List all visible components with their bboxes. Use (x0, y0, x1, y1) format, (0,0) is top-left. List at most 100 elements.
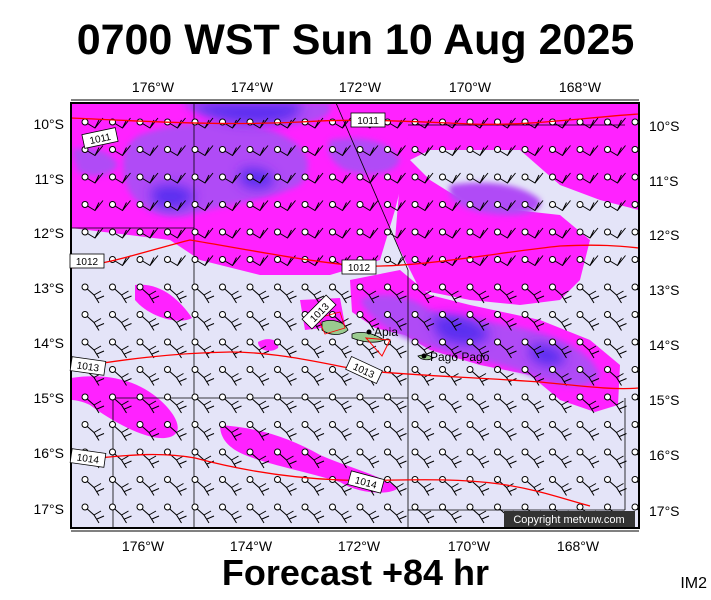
image-tag: IM2 (680, 575, 707, 592)
wind-barb (112, 145, 131, 157)
wind-barb (139, 145, 159, 157)
lat-label: 14°S (33, 335, 64, 351)
wind-barb (498, 535, 517, 551)
wind-barb (167, 117, 186, 129)
wind-barb (112, 369, 132, 386)
wind-station-dot (246, 366, 254, 373)
wind-barb (112, 479, 132, 496)
wind-barb (194, 286, 215, 304)
lat-label: 10°S (649, 118, 680, 134)
wind-barb (112, 172, 131, 184)
wind-barb (469, 286, 490, 304)
wind-barb (139, 369, 160, 386)
wind-station-dot (439, 338, 446, 346)
wind-station-dot (439, 421, 446, 428)
wind-station-dot (109, 393, 116, 401)
lat-label: 12°S (33, 225, 64, 241)
wind-station-dot (521, 503, 529, 511)
wind-station-dot (246, 283, 254, 291)
wind-station-dot (274, 448, 281, 456)
wind-station-dot (549, 476, 556, 483)
wind-barb (84, 479, 105, 496)
lat-label: 12°S (649, 227, 680, 243)
wind-station-dot (384, 421, 391, 428)
wind-barb (112, 451, 132, 469)
wind-barb (442, 314, 462, 331)
wind-barb (359, 451, 380, 469)
wind-station-dot (384, 503, 391, 511)
wind-station-dot (329, 366, 336, 373)
wind-barb (552, 396, 572, 414)
lon-labels-bottom: 176°W 174°W 172°W 170°W 168°W (122, 538, 600, 554)
wind-barb (277, 255, 296, 267)
wind-barb (552, 255, 571, 267)
wind-station-dot (521, 118, 529, 126)
wind-barb (249, 369, 270, 386)
wind-station-dot (109, 283, 116, 291)
wind-barb (359, 506, 380, 524)
wind-barb (84, 314, 105, 331)
wind-station-dot (329, 393, 336, 401)
wind-station-dot (329, 421, 336, 428)
wind-station-dot (81, 476, 89, 483)
wind-barb (524, 424, 545, 441)
wind-barb (414, 396, 435, 414)
wind-station-dot (301, 366, 309, 373)
wind-barb (277, 172, 296, 184)
wind-station-dot (576, 393, 584, 401)
wind-barb (579, 369, 600, 386)
wind-station-dot (522, 532, 528, 538)
wind-barb (332, 117, 351, 129)
wind-barb (579, 145, 599, 157)
wind-station-dot (219, 421, 226, 428)
wind-station-dot (439, 201, 446, 208)
wind-barb (332, 369, 352, 386)
wind-station-dot (631, 366, 639, 373)
wind-station-dot (274, 256, 281, 263)
wind-station-dot (136, 338, 144, 346)
wind-station-dot (191, 173, 199, 181)
wind-barb (442, 479, 462, 496)
wind-station-dot (631, 338, 639, 346)
wind-barb (139, 396, 160, 414)
wind-barb (579, 341, 600, 359)
wind-station-dot (109, 201, 116, 208)
apia-label: Apia (374, 325, 398, 339)
wind-station-dot (219, 393, 226, 401)
wind-station-dot (549, 503, 556, 511)
wind-station-dot (521, 311, 529, 318)
wind-barb (84, 145, 104, 157)
wind-barb (304, 369, 325, 386)
wind-station-dot (521, 366, 529, 373)
wind-station-dot (136, 283, 144, 291)
wind-barb (167, 424, 187, 441)
wind-barb (552, 369, 572, 386)
wind-barb (552, 314, 572, 331)
wind-barb (139, 506, 160, 524)
wind-barb (112, 200, 131, 212)
wind-barb (84, 200, 104, 212)
wind-station-dot (136, 118, 144, 126)
wind-station-dot (384, 201, 391, 208)
wind-station-dot (136, 228, 144, 236)
samoa-west-outline (317, 311, 346, 335)
wind-station-dot (494, 201, 501, 208)
wind-barb (607, 172, 626, 184)
isobar-label: 1012 (348, 263, 371, 274)
wind-barb (332, 506, 352, 524)
wind-barb (194, 200, 214, 212)
wind-barb (112, 314, 132, 331)
wind-station-dot (109, 311, 116, 318)
wind-barb (277, 479, 297, 496)
wind-barb (277, 396, 297, 414)
wind-station-dot (356, 421, 364, 428)
wind-station-dot (384, 448, 391, 456)
wind-barb (387, 200, 406, 212)
wind-barb (332, 286, 352, 304)
wind-barb (524, 117, 544, 129)
wind-barb (414, 117, 434, 129)
wind-barb (607, 369, 627, 386)
wind-barb (222, 227, 241, 239)
wind-station-dot (411, 421, 419, 428)
lat-label: 10°S (33, 116, 64, 132)
